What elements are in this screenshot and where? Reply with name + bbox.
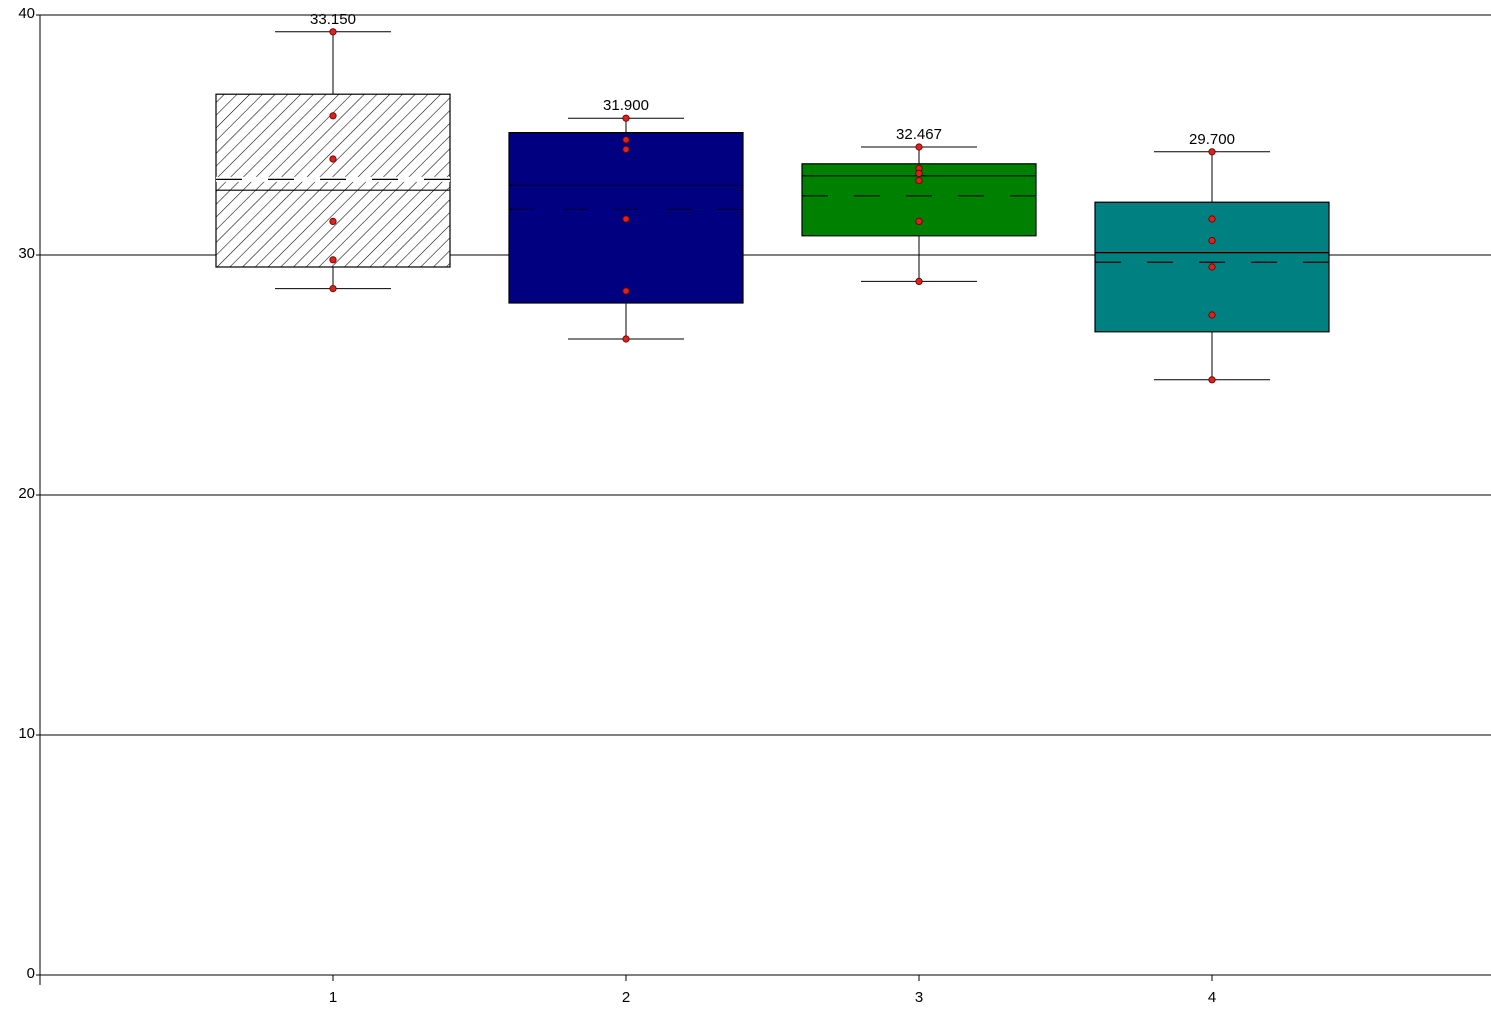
data-point bbox=[915, 143, 923, 151]
y-tick-label: 40 bbox=[18, 5, 35, 22]
x-tick-label: 1 bbox=[329, 989, 337, 1006]
mean-value-label: 29.700 bbox=[1189, 131, 1235, 148]
data-point bbox=[1208, 376, 1216, 384]
y-tick-label: 0 bbox=[27, 965, 35, 982]
data-point bbox=[329, 217, 337, 225]
data-point bbox=[622, 215, 630, 223]
data-point bbox=[622, 114, 630, 122]
data-point bbox=[915, 217, 923, 225]
mean-value-label: 31.900 bbox=[603, 97, 649, 114]
data-point bbox=[622, 136, 630, 144]
data-point bbox=[622, 335, 630, 343]
axes: 0 10 20 30 40 1 2 3 4 bbox=[18, 5, 1491, 1006]
y-tick-label: 20 bbox=[18, 485, 35, 502]
data-point bbox=[1208, 311, 1216, 319]
x-tick-label: 4 bbox=[1208, 989, 1216, 1006]
boxes: 33.150 31.900 32.467 29.700 bbox=[215, 11, 1330, 384]
data-point bbox=[329, 112, 337, 120]
y-tick-label: 30 bbox=[18, 245, 35, 262]
mean-value-label: 32.467 bbox=[896, 126, 942, 143]
data-point bbox=[915, 277, 923, 285]
data-point bbox=[329, 284, 337, 293]
box-group-1: 33.150 bbox=[215, 11, 451, 293]
x-tick-label: 3 bbox=[915, 989, 923, 1006]
data-point bbox=[915, 169, 923, 177]
x-tick-label: 2 bbox=[622, 989, 630, 1006]
data-point bbox=[1208, 148, 1216, 156]
mean-value-label: 33.150 bbox=[310, 11, 356, 28]
box-group-3: 32.467 bbox=[801, 126, 1037, 285]
y-tick-label: 10 bbox=[18, 725, 35, 742]
data-point bbox=[1208, 263, 1216, 271]
data-point bbox=[622, 145, 630, 153]
data-point bbox=[329, 256, 337, 264]
data-point bbox=[329, 155, 337, 163]
data-point bbox=[622, 287, 630, 295]
data-point bbox=[1208, 215, 1216, 223]
data-point bbox=[329, 28, 337, 36]
data-point bbox=[915, 177, 923, 185]
box-group-2: 31.900 bbox=[508, 97, 744, 343]
box-group-4: 29.700 bbox=[1094, 131, 1330, 384]
data-point bbox=[1208, 237, 1216, 245]
